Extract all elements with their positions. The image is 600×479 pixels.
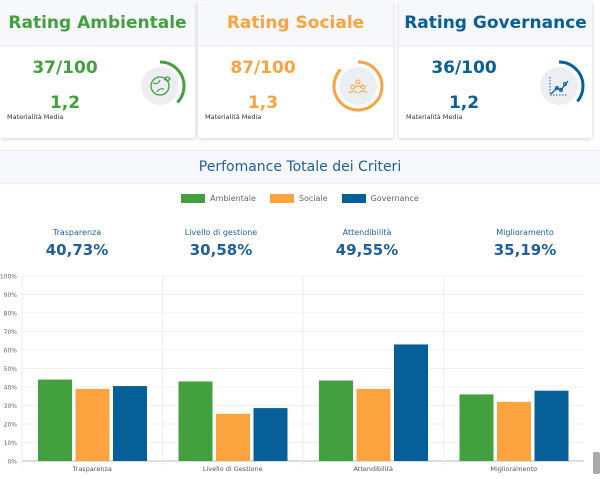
bar-ambientale — [178, 381, 213, 461]
kpi-attendibilita: Attendibilità 49,55% — [335, 228, 399, 259]
line-chart-icon — [549, 77, 569, 96]
score-ring — [134, 60, 186, 112]
y-tick-label: 70% — [4, 329, 18, 336]
bar-sociale — [356, 388, 391, 461]
kpi-livello-gestione: Livello di gestione 30,58% — [184, 228, 258, 259]
card-materiality: 1,3 — [247, 93, 279, 113]
bar-ambientale — [38, 379, 72, 461]
legend-item-governance[interactable]: Governance — [341, 194, 419, 203]
y-tick-label: 20% — [4, 422, 18, 429]
kpi-miglioramento: Miglioramento 35,19% — [493, 228, 557, 259]
card-title: Rating Sociale — [198, 1, 393, 46]
card-score: 36/100 — [431, 58, 497, 78]
score-ring — [332, 60, 384, 112]
materiality-label: Materialità Media — [7, 113, 64, 121]
bar-sociale — [497, 401, 531, 461]
legend-item-ambientale[interactable]: Ambientale — [181, 194, 256, 203]
y-tick-label: 60% — [4, 348, 18, 355]
score-ring — [533, 60, 585, 112]
y-tick-label: 0% — [7, 459, 17, 466]
x-tick-label: Trasparenza — [72, 465, 112, 473]
bar-governance — [113, 386, 147, 461]
card-title: Rating Governance — [399, 1, 592, 46]
card-title: Rating Ambientale — [0, 1, 195, 46]
bar-sociale — [216, 413, 250, 461]
bar-ambientale — [319, 380, 353, 461]
globe-leaf-icon — [150, 76, 171, 96]
people-group-icon — [348, 79, 368, 94]
bar-sociale — [75, 388, 110, 461]
x-tick-label: Attendibilità — [353, 465, 393, 473]
card-materiality: 1,2 — [448, 93, 480, 113]
chart-legend: Ambientale Sociale Governance — [0, 194, 600, 203]
card-materiality: 1,2 — [49, 93, 81, 113]
y-tick-label: 30% — [4, 403, 18, 410]
rating-card: Rating Sociale 87/100 1,3 Materialità Me… — [198, 1, 393, 138]
y-tick-label: 10% — [4, 440, 18, 447]
x-tick-label: Miglioramento — [490, 465, 537, 473]
card-score: 37/100 — [32, 58, 98, 78]
materiality-label: Materialità Media — [406, 113, 463, 121]
kpi-trasparenza: Trasparenza 40,73% — [45, 228, 109, 259]
y-tick-label: 90% — [4, 292, 18, 299]
y-tick-label: 100% — [0, 274, 17, 281]
rating-card: Rating Governance 36/100 1,2 Materialità… — [399, 1, 592, 138]
bar-governance — [534, 390, 569, 461]
rating-card: Rating Ambientale 37/100 1,2 Materialità… — [0, 1, 195, 138]
legend-item-sociale[interactable]: Sociale — [269, 194, 328, 203]
x-tick-label: Livello di Gestione — [203, 465, 263, 473]
card-score: 87/100 — [230, 58, 296, 78]
materiality-label: Materialità Media — [205, 113, 262, 121]
bar-chart: 0% 10% 20% 30% 40% 50% 60% 70% 80% 90% 100% Traspar… — [0, 274, 584, 473]
y-tick-label: 40% — [4, 385, 18, 392]
y-tick-label: 80% — [4, 311, 18, 318]
bar-governance — [253, 408, 288, 461]
bar-ambientale — [459, 394, 494, 461]
section-title: Perfomance Totale dei Criteri — [0, 150, 600, 184]
bar-governance — [394, 344, 428, 461]
y-tick-label: 50% — [4, 366, 18, 373]
scrollbar[interactable] — [593, 452, 600, 474]
